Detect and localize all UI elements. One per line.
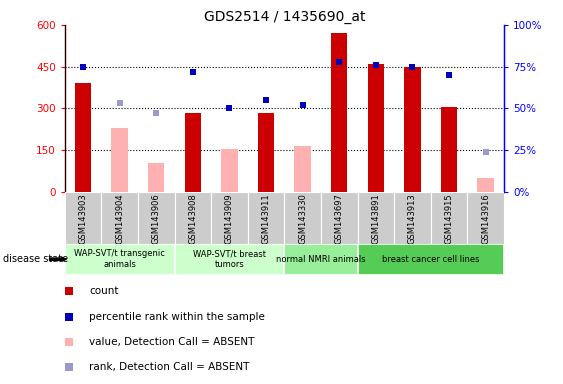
- Text: GSM143911: GSM143911: [262, 194, 270, 244]
- Text: rank, Detection Call = ABSENT: rank, Detection Call = ABSENT: [89, 362, 249, 372]
- Text: GSM143913: GSM143913: [408, 194, 417, 244]
- Text: GSM143906: GSM143906: [152, 194, 160, 244]
- Text: GSM143697: GSM143697: [335, 194, 343, 245]
- Text: GSM143916: GSM143916: [481, 194, 490, 244]
- Title: GDS2514 / 1435690_at: GDS2514 / 1435690_at: [204, 10, 365, 24]
- Text: disease state: disease state: [3, 254, 68, 264]
- Bar: [394, 192, 431, 244]
- Text: breast cancer cell lines: breast cancer cell lines: [382, 255, 480, 264]
- Bar: [331, 33, 347, 192]
- Bar: [65, 192, 101, 244]
- Text: GSM143909: GSM143909: [225, 194, 234, 244]
- Bar: [431, 192, 467, 244]
- Text: percentile rank within the sample: percentile rank within the sample: [89, 311, 265, 321]
- Bar: [148, 163, 164, 192]
- Bar: [75, 83, 91, 192]
- Bar: [211, 192, 248, 244]
- Bar: [467, 192, 504, 244]
- Bar: [258, 113, 274, 192]
- Bar: [358, 192, 394, 244]
- Bar: [368, 64, 384, 192]
- Bar: [175, 244, 284, 275]
- Bar: [321, 192, 358, 244]
- Bar: [101, 192, 138, 244]
- Bar: [294, 146, 311, 192]
- Bar: [185, 113, 201, 192]
- Bar: [138, 192, 175, 244]
- Text: GSM143915: GSM143915: [445, 194, 453, 244]
- Bar: [441, 107, 457, 192]
- Text: GSM143908: GSM143908: [189, 194, 197, 244]
- Bar: [358, 244, 504, 275]
- Bar: [477, 178, 494, 192]
- Bar: [221, 149, 238, 192]
- Text: GSM143891: GSM143891: [372, 194, 380, 244]
- Bar: [175, 192, 211, 244]
- Text: WAP-SVT/t breast
tumors: WAP-SVT/t breast tumors: [193, 250, 266, 269]
- Text: GSM143330: GSM143330: [298, 194, 307, 245]
- Text: GSM143903: GSM143903: [79, 194, 87, 244]
- Bar: [404, 67, 421, 192]
- Bar: [284, 192, 321, 244]
- Text: value, Detection Call = ABSENT: value, Detection Call = ABSENT: [89, 337, 254, 347]
- Bar: [248, 192, 284, 244]
- Text: WAP-SVT/t transgenic
animals: WAP-SVT/t transgenic animals: [74, 250, 165, 269]
- Text: count: count: [89, 286, 118, 296]
- Bar: [65, 244, 175, 275]
- Bar: [284, 244, 358, 275]
- Bar: [111, 128, 128, 192]
- Text: normal NMRI animals: normal NMRI animals: [276, 255, 366, 264]
- Text: GSM143904: GSM143904: [115, 194, 124, 244]
